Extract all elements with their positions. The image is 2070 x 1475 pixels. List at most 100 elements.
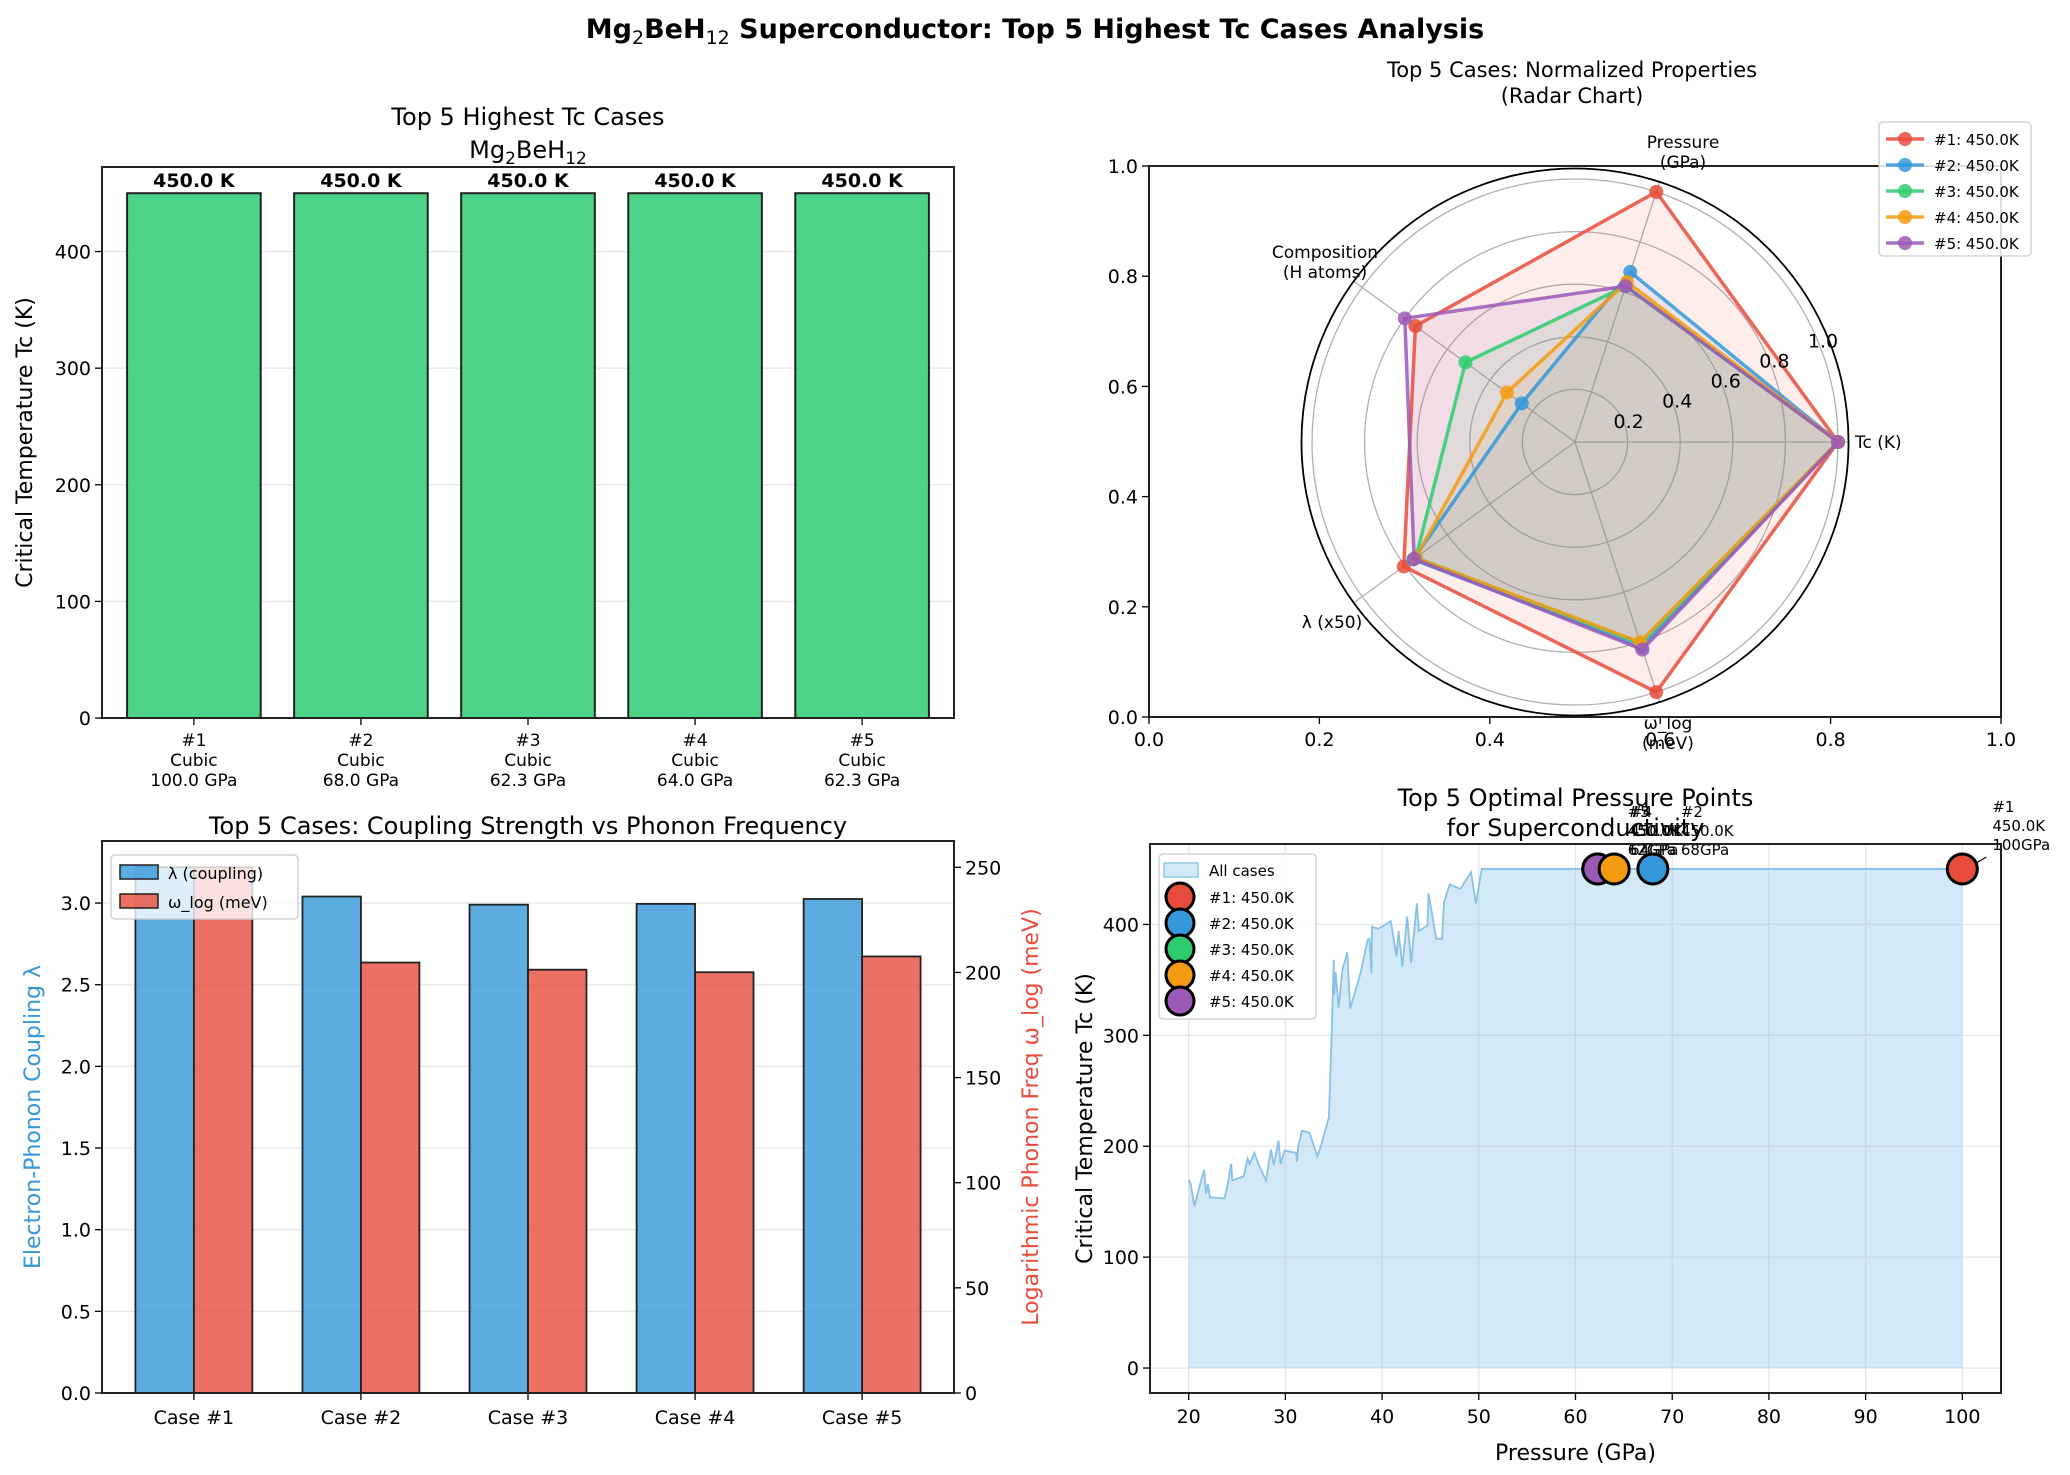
y-tick-label-left: 1.5 <box>61 1138 91 1160</box>
y-axis-label-left: Electron-Phonon Coupling λ <box>21 965 46 1269</box>
x-tick-label: 50 <box>1467 1406 1491 1428</box>
chart-subtitle: Mg2BeH12 <box>469 136 587 169</box>
legend-marker <box>1164 985 1196 1017</box>
y-tick-label: 200 <box>1103 1136 1139 1158</box>
radar-axis-label: Tc (K) <box>1854 433 1902 453</box>
bar <box>794 192 930 719</box>
legend-swatch <box>1163 862 1199 878</box>
y-tick-label-right: 200 <box>965 962 1001 984</box>
x-tick-label: 100 <box>1944 1406 1980 1428</box>
y-axis-label: Critical Temperature Tc (K) <box>13 297 38 588</box>
omega-bar <box>192 866 254 1394</box>
radial-tick-label: 0.4 <box>1662 391 1692 413</box>
y-tick-label: 100 <box>55 591 91 613</box>
legend-label: #5: 450.0K <box>1934 235 2020 253</box>
y-tick-label: 0.2 <box>1108 597 1138 619</box>
x-tick-label: 20 <box>1177 1406 1201 1428</box>
point-annotation: #2 450.0K 68GPa <box>1681 803 1735 859</box>
polar-spoke <box>1574 181 1661 443</box>
x-tick-label: Case #4 <box>655 1407 736 1429</box>
radar-marker <box>1635 642 1650 657</box>
radar-axis-label: ω_log (meV) <box>1642 714 1694 754</box>
y-tick-label: 0.4 <box>1108 487 1138 509</box>
x-tick-label: 40 <box>1370 1406 1394 1428</box>
legend-swatch <box>119 864 159 880</box>
legend-marker <box>1164 933 1196 965</box>
y-tick-label-right: 250 <box>965 857 1001 879</box>
radar-marker <box>1408 319 1423 334</box>
lambda-bar <box>301 895 362 1394</box>
radar-marker <box>1618 279 1633 294</box>
y-tick-label-left: 0.5 <box>61 1301 91 1323</box>
scatter-point <box>1636 852 1670 886</box>
lambda-bar <box>134 866 195 1394</box>
omega-bar <box>527 968 588 1394</box>
bar <box>293 192 429 719</box>
x-tick-label: 80 <box>1757 1406 1781 1428</box>
x-tick-label: 90 <box>1854 1406 1878 1428</box>
radial-tick-label: 0.2 <box>1613 411 1643 433</box>
polar-spoke <box>1353 441 1576 604</box>
axes-frame <box>101 840 955 1394</box>
polar-outline <box>1300 167 1850 717</box>
legend-marker <box>1898 236 1912 250</box>
legend-label: #2: 450.0K <box>1934 157 2020 175</box>
radar-fill <box>1415 281 1838 643</box>
radar-marker <box>1649 184 1664 199</box>
x-axis-label: Pressure (GPa) <box>1495 1441 1656 1466</box>
legend-label: λ (coupling) <box>168 864 263 883</box>
radar-axis-label: Composition (H atoms) <box>1272 243 1378 283</box>
x-tick-label: 1.0 <box>1986 729 2016 751</box>
bar <box>627 192 763 719</box>
bar-data-label: 450.0 K <box>153 170 236 192</box>
legend-label: #5: 450.0K <box>1209 993 1295 1011</box>
x-tick-label: 0.8 <box>1815 729 1845 751</box>
legend-marker <box>1164 881 1196 913</box>
chart-title: Top 5 Highest Tc Cases <box>390 103 664 131</box>
chart-title: Top 5 Optimal Pressure Points <box>1397 784 1754 812</box>
y-tick-label-left: 2.5 <box>61 975 91 997</box>
x-tick-label: #4 Cubic 64.0 GPa <box>657 731 733 791</box>
y-tick-label: 300 <box>1103 1025 1139 1047</box>
legend-label: #2: 450.0K <box>1209 915 1295 933</box>
lambda-bar <box>635 902 696 1394</box>
radar-line <box>1413 280 1840 644</box>
radial-tick-label: 0.8 <box>1759 350 1789 372</box>
y-tick-label-left: 0.0 <box>61 1383 91 1405</box>
legend-label: #4: 450.0K <box>1934 209 2020 227</box>
radar-axis-label: Pressure (GPa) <box>1647 133 1720 173</box>
point-annotation: #1 450.0K 100GPa <box>1992 798 2050 854</box>
legend-label: #4: 450.0K <box>1209 967 1295 985</box>
radar-marker <box>1514 396 1529 411</box>
y-tick-label-left: 1.0 <box>61 1220 91 1242</box>
y-tick-label: 400 <box>55 242 91 264</box>
x-tick-label: 0.4 <box>1475 729 1505 751</box>
point-annotation: #3 450.0K 62GPa <box>1628 803 1682 859</box>
point-annotation: #4 450.0K 64GPa <box>1630 803 1684 859</box>
radar-marker <box>1407 551 1422 566</box>
lambda-bar <box>468 903 529 1394</box>
chart-title: Top 5 Cases: Coupling Strength vs Phonon… <box>208 812 847 840</box>
bar-data-label: 450.0 K <box>654 170 737 192</box>
bar-data-label: 450.0 K <box>487 170 570 192</box>
bar-data-label: 450.0 K <box>320 170 403 192</box>
chart-subtitle: for Superconductivity <box>1447 814 1705 842</box>
y-tick-label-right: 100 <box>965 1173 1001 1195</box>
y-axis-label: Critical Temperature Tc (K) <box>1073 973 1098 1264</box>
radial-tick-label: 0.6 <box>1711 371 1741 393</box>
x-tick-label: 0.2 <box>1304 729 1334 751</box>
radar-marker <box>1649 685 1664 700</box>
legend-marker <box>1898 184 1912 198</box>
pressure-scatter-chart: #1 450.0K 100GPa #2 450.0K 68GPa#3 450.0K 62GPa… <box>1073 784 2050 1466</box>
x-tick-label: #5 Cubic 62.3 GPa <box>824 731 900 791</box>
radar-fill <box>1415 286 1838 644</box>
legend-marker <box>1164 907 1196 939</box>
radar-fill <box>1403 191 1838 693</box>
bar <box>460 192 596 719</box>
x-tick-label: Case #5 <box>822 1407 903 1429</box>
x-tick-label: 0.6 <box>1645 729 1675 751</box>
legend-box <box>1878 121 2032 257</box>
y-tick-label: 0.6 <box>1108 376 1138 398</box>
y-tick-label-left: 2.0 <box>61 1056 91 1078</box>
